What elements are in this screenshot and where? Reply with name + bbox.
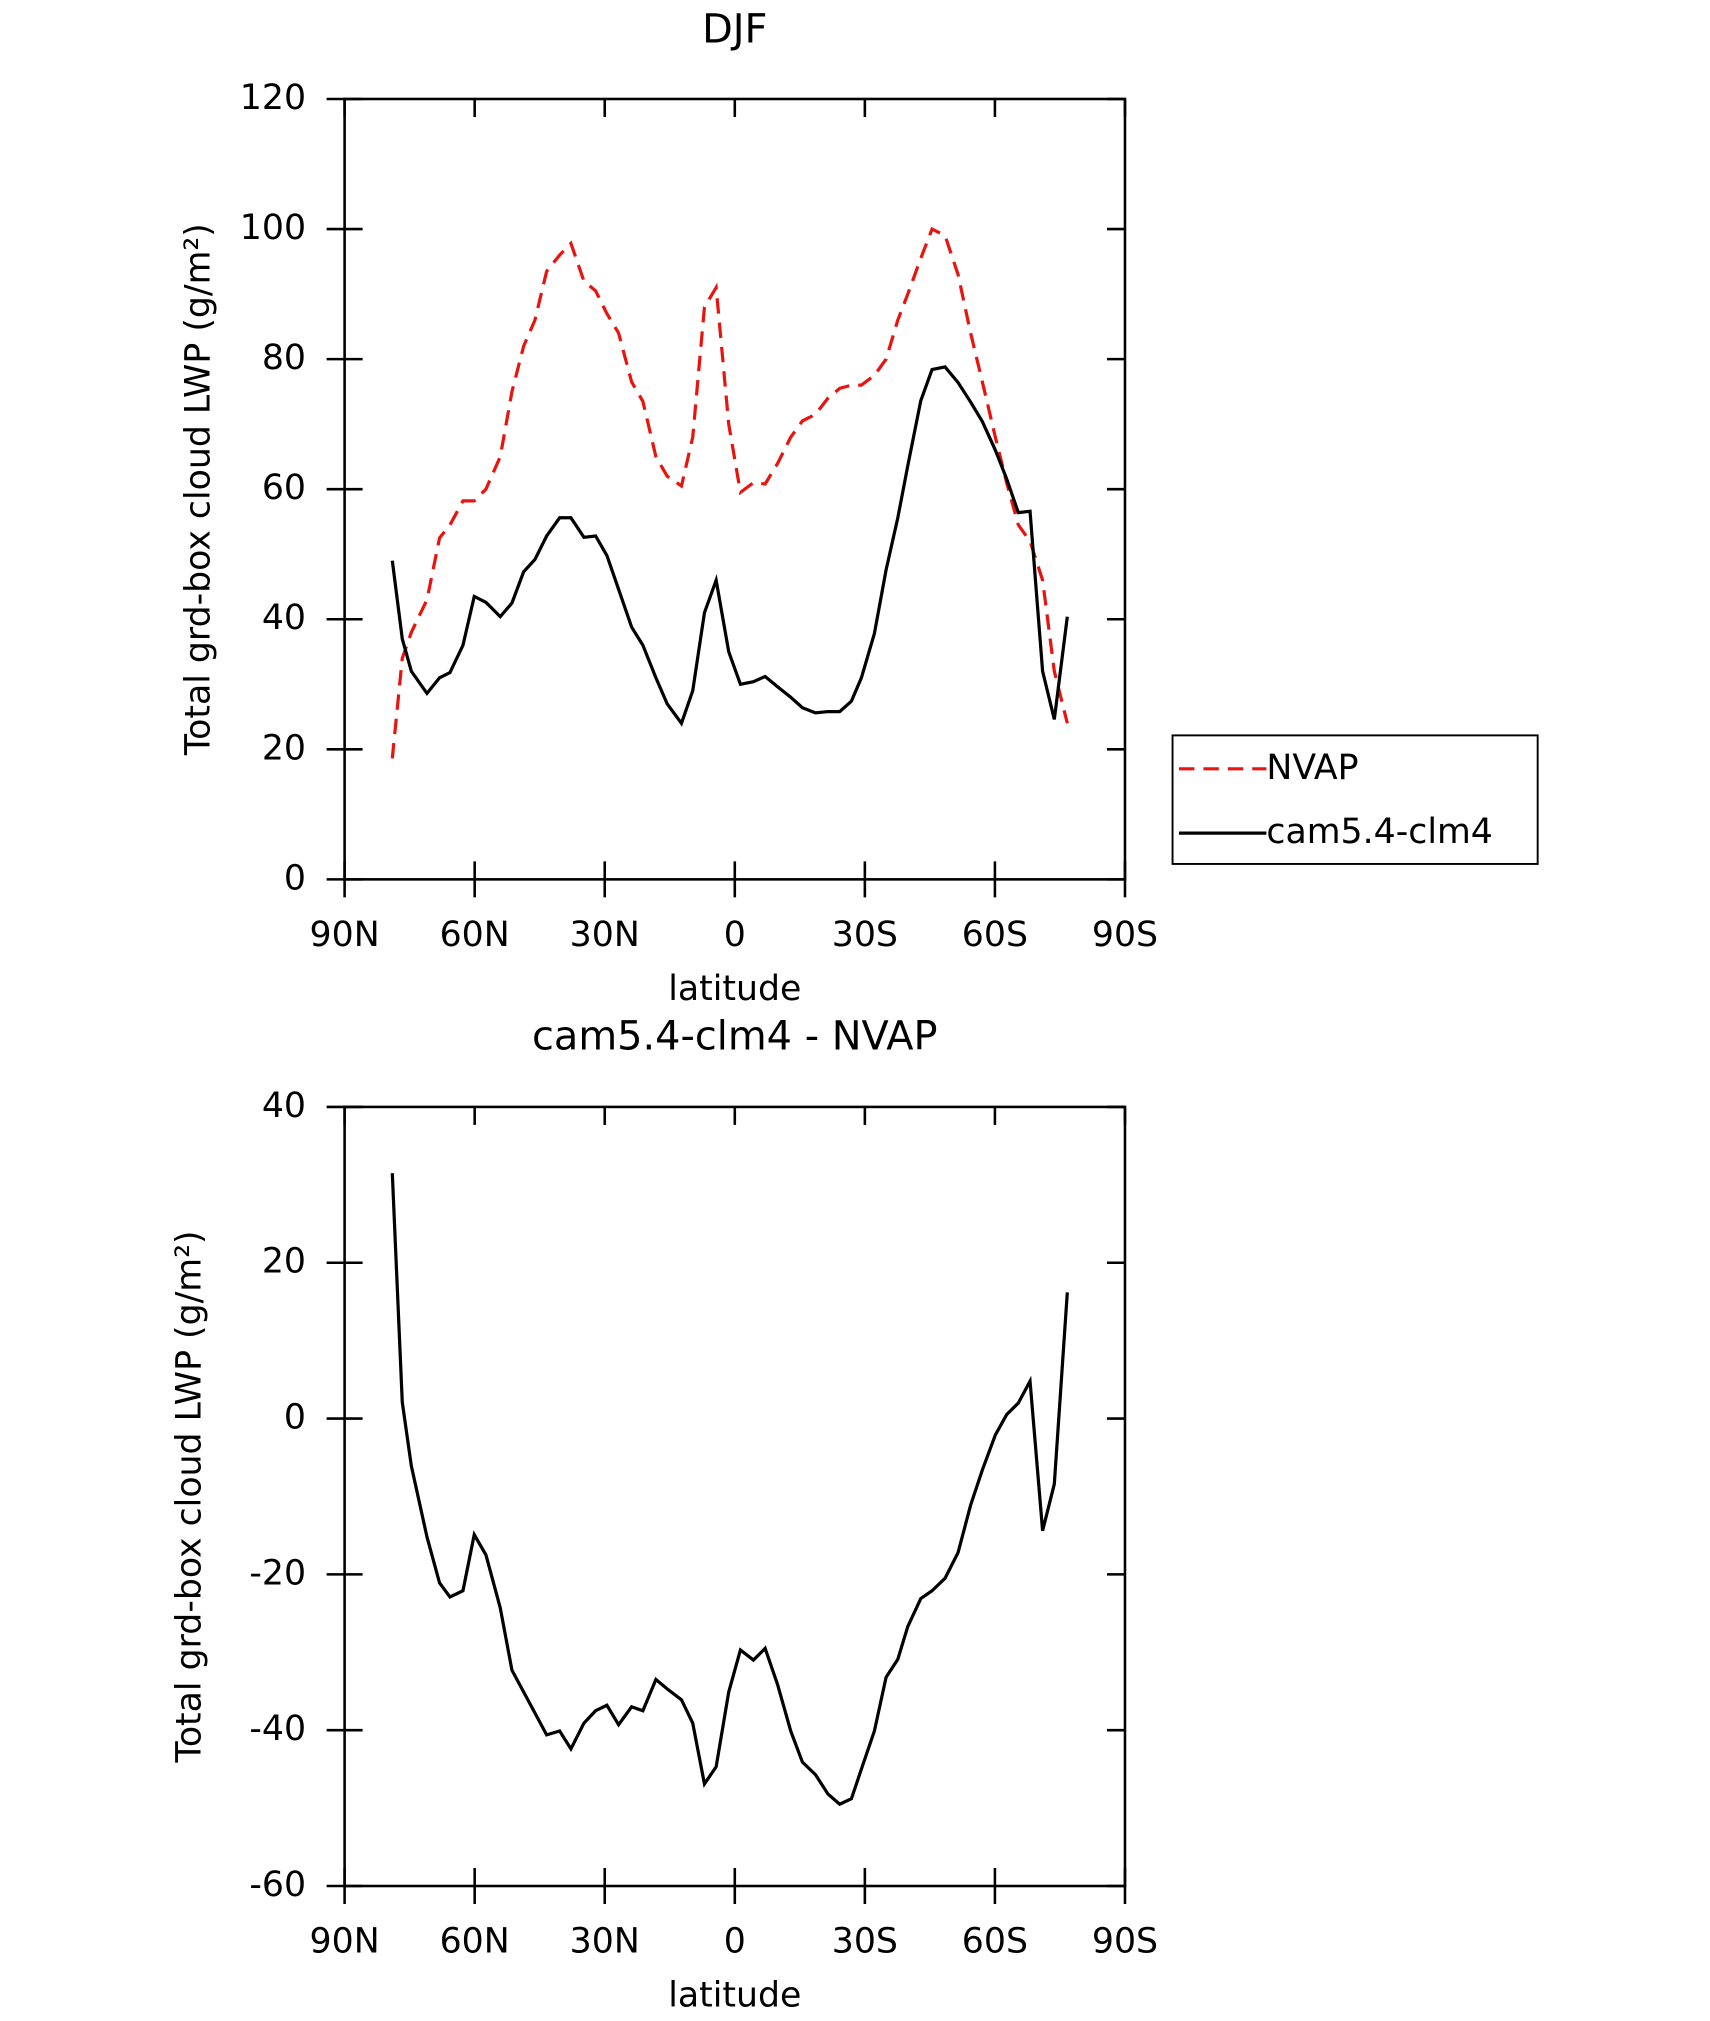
data-line — [390, 365, 1069, 727]
x-tick-label: 60S — [962, 915, 1028, 955]
y-tick-label: -40 — [249, 1709, 306, 1749]
data-line — [390, 1173, 1069, 1807]
x-tick-label: 30N — [570, 1922, 640, 1962]
x-tick-label: 30S — [832, 915, 898, 955]
x-axis-label: latitude — [668, 969, 801, 1009]
x-tick-label: 90S — [1092, 915, 1158, 955]
y-tick-label: 40 — [262, 1086, 306, 1126]
legend-box — [1171, 734, 1539, 865]
y-tick-label: 0 — [284, 858, 306, 898]
legend-label: cam5.4-clm4 — [1266, 812, 1492, 852]
y-axis-label: Total grd-box cloud LWP (g/m²) — [169, 1230, 209, 1763]
x-tick-label: 0 — [724, 915, 746, 955]
y-axis-label: Total grd-box cloud LWP (g/m²) — [178, 223, 218, 756]
y-tick-label: 100 — [240, 208, 306, 248]
legend-label: NVAP — [1266, 748, 1358, 788]
x-tick-label: 0 — [724, 1922, 746, 1962]
x-tick-label: 60N — [440, 1922, 510, 1962]
data-line — [390, 226, 1069, 759]
x-tick-label: 30N — [570, 915, 640, 955]
x-axis-label: latitude — [668, 1976, 801, 2016]
y-tick-label: 40 — [262, 598, 306, 638]
y-tick-label: 0 — [284, 1398, 306, 1438]
y-tick-label: 20 — [262, 728, 306, 768]
x-tick-label: 90N — [310, 1922, 380, 1962]
y-tick-label: -20 — [249, 1553, 306, 1593]
x-tick-label: 60N — [440, 915, 510, 955]
y-tick-label: 60 — [262, 468, 306, 508]
y-tick-label: -60 — [249, 1865, 306, 1905]
chart-title: DJF — [702, 7, 767, 53]
y-tick-label: 80 — [262, 338, 306, 378]
x-tick-label: 90N — [310, 915, 380, 955]
x-tick-label: 30S — [832, 1922, 898, 1962]
y-tick-label: 20 — [262, 1242, 306, 1282]
y-tick-label: 120 — [240, 78, 306, 118]
x-tick-label: 90S — [1092, 1922, 1158, 1962]
chart-title: cam5.4-clm4 - NVAP — [532, 1013, 938, 1059]
x-tick-label: 60S — [962, 1922, 1028, 1962]
plot-frame — [343, 1105, 1127, 1888]
